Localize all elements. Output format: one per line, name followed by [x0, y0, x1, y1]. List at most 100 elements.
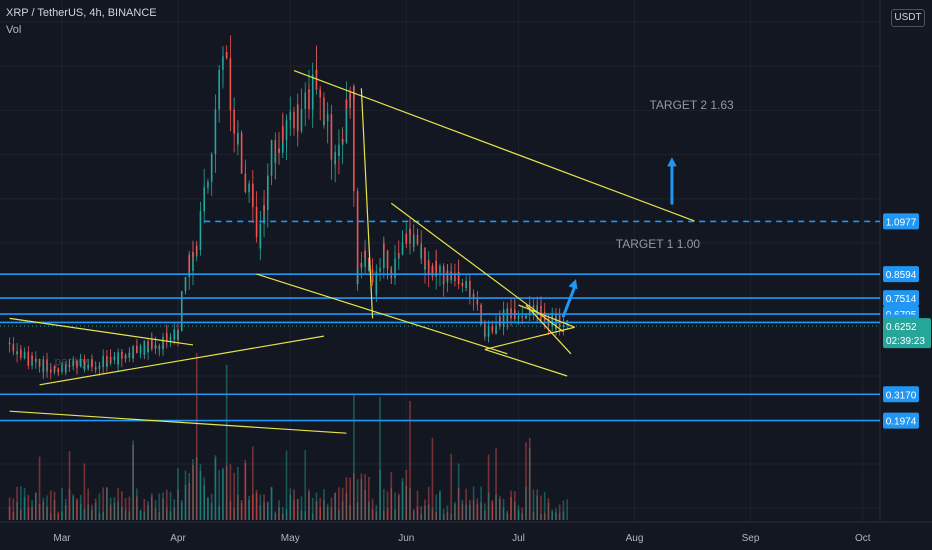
volume-bar — [326, 506, 329, 520]
candle-body — [364, 250, 366, 258]
volume-bar — [173, 507, 176, 520]
volume-bar — [121, 491, 123, 520]
volume-bar — [180, 502, 183, 520]
volume-bar — [409, 488, 411, 520]
volume-bar — [405, 485, 408, 520]
volume-bar — [338, 487, 340, 520]
level-price-label: 0.7514 — [886, 294, 917, 305]
candle-body — [192, 252, 194, 257]
candle-body — [349, 92, 351, 100]
volume-bar — [207, 498, 209, 520]
candle-body — [442, 282, 445, 285]
volume-bar — [484, 503, 486, 520]
volume-bar — [94, 503, 97, 520]
candle-body — [184, 277, 187, 287]
volume-bar — [360, 473, 363, 520]
candle-body — [465, 280, 467, 288]
volume-bar — [427, 504, 430, 520]
candle-body — [360, 263, 363, 268]
volume-bar — [177, 489, 179, 520]
volume-bar — [480, 486, 482, 520]
candle-body — [109, 357, 112, 359]
volume-bar — [218, 506, 220, 520]
volume-bar — [562, 500, 565, 520]
volume-bar — [195, 352, 198, 520]
volume-bar — [315, 492, 318, 520]
symbol-title[interactable]: XRP / TetherUS, 4h, BINANCE — [6, 7, 157, 19]
volume-bar — [237, 466, 239, 520]
volume-bar — [229, 500, 232, 520]
volume-bar — [394, 509, 396, 520]
candle-body — [68, 366, 71, 368]
volume-bar — [487, 454, 490, 520]
volume-bar — [248, 496, 250, 520]
candle-body — [461, 282, 464, 287]
candle-body — [76, 366, 78, 368]
volume-bar — [225, 364, 228, 520]
volume-bar — [244, 463, 247, 520]
volume-bar — [31, 500, 33, 520]
candle-body — [480, 323, 482, 325]
volume-bar — [285, 509, 288, 520]
candle-body — [35, 358, 37, 362]
volume-bar — [252, 446, 254, 520]
volume-bar — [106, 486, 108, 520]
bar-countdown-label: 02:39:23 — [886, 336, 925, 347]
volume-bar — [42, 501, 45, 520]
volume-bar — [532, 512, 535, 520]
volume-bar — [87, 488, 89, 520]
candle-body — [53, 366, 56, 369]
volume-bar — [555, 508, 557, 520]
candle-body — [555, 317, 557, 330]
target-arrow-head — [667, 157, 677, 167]
volume-bar — [338, 509, 340, 520]
volume-bar — [502, 507, 505, 520]
level-price-label: 1.0977 — [886, 217, 917, 228]
volume-bar — [259, 494, 262, 520]
volume-bar — [154, 500, 157, 520]
candle-body — [233, 110, 235, 134]
volume-bar — [397, 495, 400, 520]
volume-bar — [311, 497, 314, 520]
volume-bar — [401, 481, 404, 520]
currency-button[interactable]: USDT — [891, 9, 925, 27]
volume-bar — [513, 501, 516, 520]
candle-body — [330, 114, 333, 119]
candle-body — [180, 291, 183, 310]
candle-body — [263, 205, 265, 211]
volume-indicator-label[interactable]: Vol — [6, 24, 22, 36]
candle-body — [23, 351, 26, 358]
volume-bar — [8, 497, 11, 520]
volume-bar — [420, 513, 423, 520]
volume-bar — [289, 488, 292, 520]
volume-bar — [83, 463, 86, 520]
volume-bar — [510, 496, 512, 520]
volume-bar — [49, 490, 52, 520]
candle-body — [484, 334, 486, 337]
volume-bar — [233, 472, 235, 520]
candle-body — [248, 183, 250, 191]
volume-bar — [341, 500, 344, 520]
volume-bar — [390, 472, 393, 520]
volume-bar — [536, 495, 539, 520]
candle-body — [229, 77, 232, 111]
volume-bar — [274, 511, 277, 520]
candle-body — [345, 99, 348, 143]
candle-body — [278, 148, 280, 153]
candle-body — [98, 365, 101, 368]
volume-bar — [244, 460, 247, 520]
volume-bar — [248, 499, 250, 520]
volume-bar — [431, 508, 434, 520]
volume-bar — [547, 502, 550, 520]
volume-bar — [61, 511, 63, 520]
candle-body — [252, 183, 254, 195]
volume-bar — [79, 503, 82, 520]
candle-body — [517, 315, 520, 318]
level-price-tag — [883, 412, 919, 429]
volume-bar — [98, 493, 101, 520]
volume-bar — [435, 511, 437, 520]
volume-bar — [61, 487, 63, 520]
volume-bar — [16, 502, 18, 520]
volume-bar — [16, 486, 18, 520]
